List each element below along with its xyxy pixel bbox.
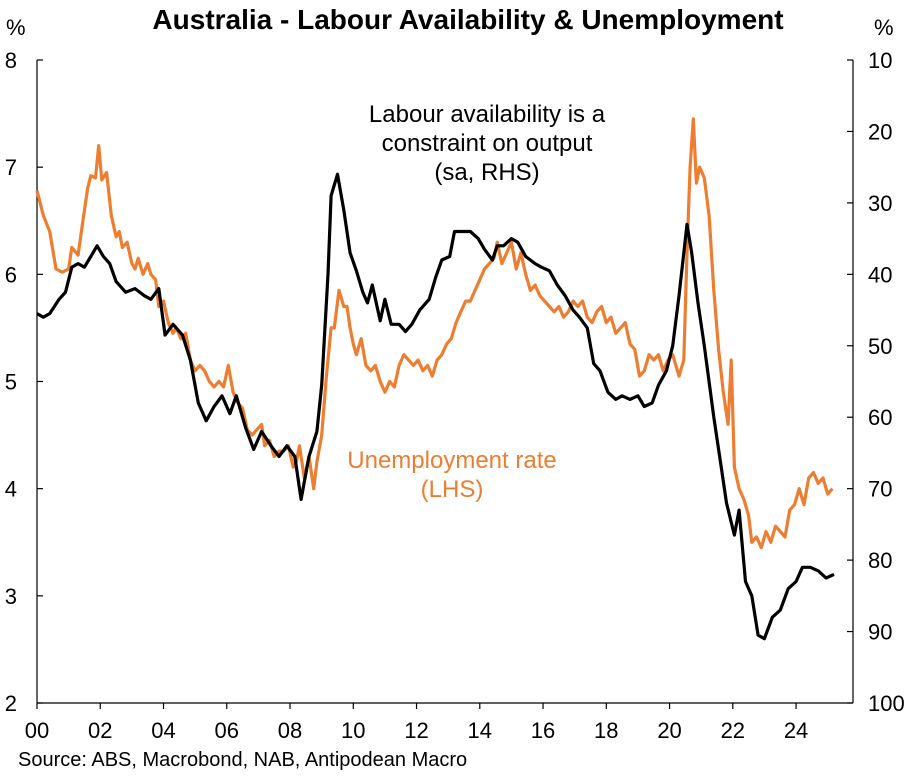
- right-tick-label: 90: [868, 620, 892, 645]
- left-tick-label: 4: [5, 477, 17, 502]
- right-tick-label: 40: [868, 262, 892, 287]
- annotation-labour-line-1: Labour availability is a: [369, 101, 606, 128]
- left-tick-label: 2: [5, 691, 17, 716]
- series-line-unemployment-rate: [35, 117, 834, 550]
- x-tick-label: 14: [468, 718, 492, 743]
- left-tick-label: 8: [5, 48, 17, 73]
- x-tick-label: 18: [594, 718, 618, 743]
- right-tick-label: 10: [868, 48, 892, 73]
- annotation-unemployment-line-2: (LHS): [421, 476, 484, 503]
- right-tick-label: 80: [868, 548, 892, 573]
- right-tick-label: 20: [868, 119, 892, 144]
- annotation-unemployment-line-1: Unemployment rate: [347, 447, 556, 474]
- right-tick-label: 100: [868, 691, 905, 716]
- annotation-unemployment-rate: Unemployment rate (LHS): [347, 447, 556, 503]
- left-tick-label: 5: [5, 370, 17, 395]
- right-tick-label: 70: [868, 477, 892, 502]
- right-tick-label: 60: [868, 405, 892, 430]
- x-tick-label: 12: [404, 718, 428, 743]
- annotation-labour-line-3: (sa, RHS): [434, 159, 539, 186]
- annotation-labour-availability: Labour availability is a constraint on o…: [369, 101, 606, 186]
- chart-title: Australia - Labour Availability & Unempl…: [152, 4, 783, 35]
- x-axis-ticks: 00 02 04 06 08 10 12 14 16 18 20 22 24: [25, 703, 808, 743]
- x-tick-label: 00: [25, 718, 49, 743]
- right-axis-unit: %: [874, 15, 894, 40]
- x-tick-label: 04: [151, 718, 175, 743]
- x-tick-label: 16: [531, 718, 555, 743]
- x-tick-label: 24: [784, 718, 808, 743]
- right-tick-label: 50: [868, 334, 892, 359]
- left-tick-label: 7: [5, 155, 17, 180]
- x-tick-label: 10: [341, 718, 365, 743]
- x-tick-label: 22: [721, 718, 745, 743]
- x-tick-label: 20: [657, 718, 681, 743]
- left-tick-label: 3: [5, 584, 17, 609]
- x-tick-label: 08: [278, 718, 302, 743]
- left-axis-ticks: 2 3 4 5 6 7 8: [5, 48, 43, 716]
- right-tick-label: 30: [868, 191, 892, 216]
- x-tick-label: 02: [88, 718, 112, 743]
- series-line-labour-availability: [36, 172, 835, 641]
- x-tick-label: 06: [215, 718, 239, 743]
- left-axis-unit: %: [6, 15, 26, 40]
- annotation-labour-line-2: constraint on output: [382, 130, 593, 157]
- right-axis-ticks: 10 20 30 40 50 60 70 80 90 100: [847, 48, 905, 716]
- source-note: Source: ABS, Macrobond, NAB, Antipodean …: [18, 749, 467, 771]
- left-tick-label: 6: [5, 262, 17, 287]
